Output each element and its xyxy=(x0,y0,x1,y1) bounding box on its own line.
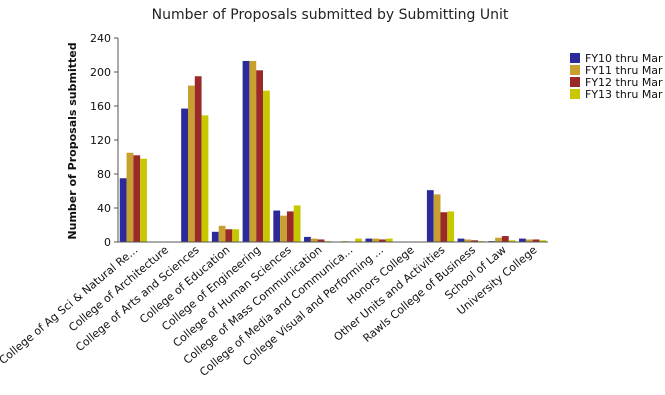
y-tick-label: 200 xyxy=(90,66,111,79)
bar xyxy=(355,238,362,242)
bar xyxy=(379,239,386,242)
bar xyxy=(225,229,233,242)
bar xyxy=(539,240,547,242)
legend-label: FY10 thru Mar xyxy=(585,52,663,65)
legend-label: FY13 thru Mar xyxy=(585,88,663,101)
bar xyxy=(495,237,502,242)
bar xyxy=(310,238,318,242)
legend-swatch xyxy=(570,77,580,87)
bar xyxy=(133,155,141,242)
bar xyxy=(263,90,270,242)
bars xyxy=(119,60,547,243)
y-tick-label: 240 xyxy=(90,32,111,45)
y-tick-label: 40 xyxy=(97,202,111,215)
y-axis-label: Number of Proposals submitted xyxy=(66,42,79,239)
y-axis: 0 40 80 120 160 200 240 xyxy=(90,32,118,249)
bar xyxy=(194,76,202,242)
bar xyxy=(201,115,209,242)
bar xyxy=(457,238,465,242)
chart-title: Number of Proposals submitted by Submitt… xyxy=(152,7,509,23)
bar xyxy=(187,85,195,242)
legend-label: FY11 thru Mar xyxy=(585,64,663,77)
legend-swatch xyxy=(570,89,580,99)
x-axis: College of Ag Sci & Natural Re...College… xyxy=(0,243,540,379)
bar xyxy=(232,229,240,242)
bar xyxy=(508,240,516,242)
y-tick-label: 120 xyxy=(90,134,111,147)
bar xyxy=(385,238,393,242)
bar xyxy=(372,238,380,242)
bar xyxy=(365,238,373,242)
legend-label: FY12 thru Mar xyxy=(585,76,663,89)
y-tick-label: 160 xyxy=(90,100,111,113)
bar xyxy=(273,210,281,242)
bar xyxy=(119,178,127,242)
bar xyxy=(464,239,472,242)
y-tick-label: 80 xyxy=(97,168,111,181)
bar xyxy=(471,240,479,242)
bar xyxy=(440,212,448,242)
bar xyxy=(433,194,441,242)
y-tick-label: 0 xyxy=(104,236,111,249)
bar xyxy=(242,60,250,243)
bar xyxy=(256,70,264,242)
bar xyxy=(525,239,533,242)
bar xyxy=(280,215,287,242)
bar xyxy=(126,152,134,242)
bar xyxy=(532,239,540,242)
legend-swatch xyxy=(570,65,580,75)
bar xyxy=(519,238,526,242)
legend-swatch xyxy=(570,53,580,63)
bar xyxy=(293,205,301,242)
bar xyxy=(218,225,226,242)
bar xyxy=(181,108,188,242)
bar xyxy=(249,60,257,243)
bar xyxy=(501,236,509,242)
bar xyxy=(140,158,147,242)
bar xyxy=(317,239,325,242)
bar xyxy=(304,236,311,242)
bar xyxy=(211,231,219,242)
bar xyxy=(286,211,294,242)
bar xyxy=(447,211,455,242)
bar xyxy=(426,190,434,242)
